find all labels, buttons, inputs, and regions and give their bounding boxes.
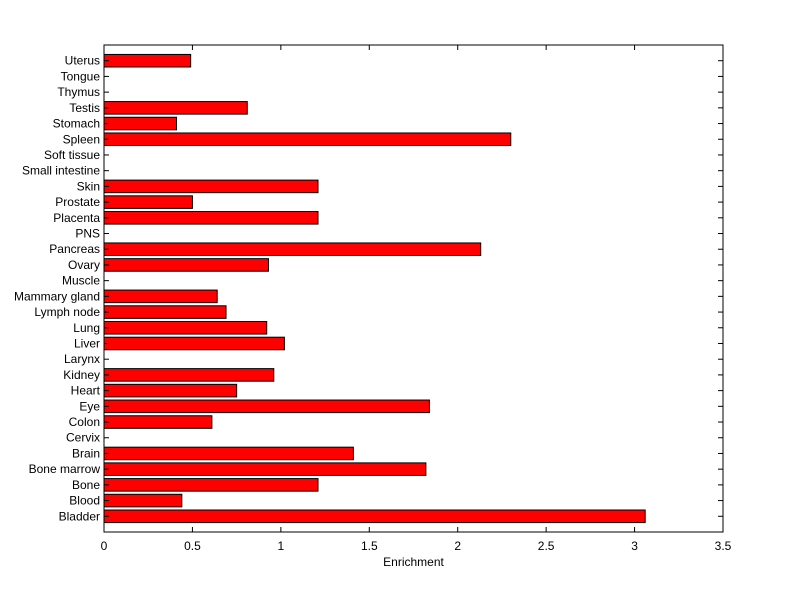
y-tick-label: Tongue	[61, 69, 101, 83]
x-tick-label: 2	[454, 539, 461, 553]
y-tick-label: Liver	[74, 336, 100, 350]
y-tick-label: Lymph node	[34, 305, 100, 319]
bar-stomach	[103, 116, 178, 131]
bar-skin	[103, 179, 319, 194]
plot-frame	[103, 44, 724, 533]
y-tick-label: Muscle	[62, 274, 100, 288]
bar-kidney	[103, 368, 275, 382]
bar-lymph-node	[103, 305, 227, 319]
y-tick-label: Cervix	[66, 431, 100, 445]
y-tick-label: Thymus	[57, 85, 100, 99]
bar-liver	[103, 336, 285, 351]
bar-spleen	[103, 132, 512, 147]
y-tick-label: Testis	[69, 101, 100, 115]
y-tick-label: Kidney	[63, 368, 100, 382]
bar-bone-marrow	[103, 462, 427, 476]
bar-testis	[103, 101, 248, 115]
y-tick-label: Placenta	[53, 211, 100, 225]
bar-heart	[103, 383, 238, 398]
y-tick-label: Small intestine	[22, 164, 100, 178]
y-tick-label: Bone	[72, 478, 100, 492]
y-tick-label: Skin	[77, 179, 100, 193]
x-tick-label: 1.5	[361, 539, 378, 553]
bar-blood	[103, 493, 183, 508]
y-tick-label: Lung	[73, 321, 100, 335]
x-tick-label: 0	[101, 539, 108, 553]
y-tick-label: Soft tissue	[44, 148, 100, 162]
bar-placenta	[103, 211, 319, 225]
bar-mammary-gland	[103, 289, 218, 304]
bar-colon	[103, 415, 213, 429]
y-tick-label: Bone marrow	[29, 462, 101, 476]
y-tick-label: Brain	[72, 446, 100, 460]
y-tick-label: Bladder	[59, 509, 100, 523]
bar-brain	[103, 446, 354, 461]
bar-prostate	[103, 195, 193, 209]
x-tick-label: 2.5	[538, 539, 555, 553]
y-tick-label: Uterus	[65, 54, 100, 68]
y-tick-label: Stomach	[53, 117, 100, 131]
y-tick-label: Prostate	[55, 195, 100, 209]
y-tick-label: Larynx	[64, 352, 100, 366]
y-tick-label: Spleen	[63, 132, 100, 146]
x-tick-label: 3.5	[715, 539, 732, 553]
y-tick-label: PNS	[75, 227, 100, 241]
x-tick-label: 3	[631, 539, 638, 553]
y-tick-label: Pancreas	[49, 242, 100, 256]
x-axis-label: Enrichment	[383, 555, 444, 569]
bar-bone	[103, 478, 319, 492]
bar-lung	[103, 320, 268, 335]
y-tick-label: Colon	[69, 415, 100, 429]
bar-pancreas	[103, 242, 482, 257]
bar-ovary	[103, 258, 269, 272]
bar-bladder	[103, 509, 646, 524]
y-tick-label: Blood	[69, 494, 100, 508]
x-tick-label: 1	[278, 539, 285, 553]
y-tick-label: Eye	[79, 399, 100, 413]
y-tick-label: Mammary gland	[14, 289, 100, 303]
y-tick-label: Ovary	[68, 258, 100, 272]
y-tick-label: Heart	[71, 384, 101, 398]
bar-eye	[103, 399, 430, 414]
bar-uterus	[103, 53, 192, 68]
x-tick-label: 0.5	[184, 539, 201, 553]
